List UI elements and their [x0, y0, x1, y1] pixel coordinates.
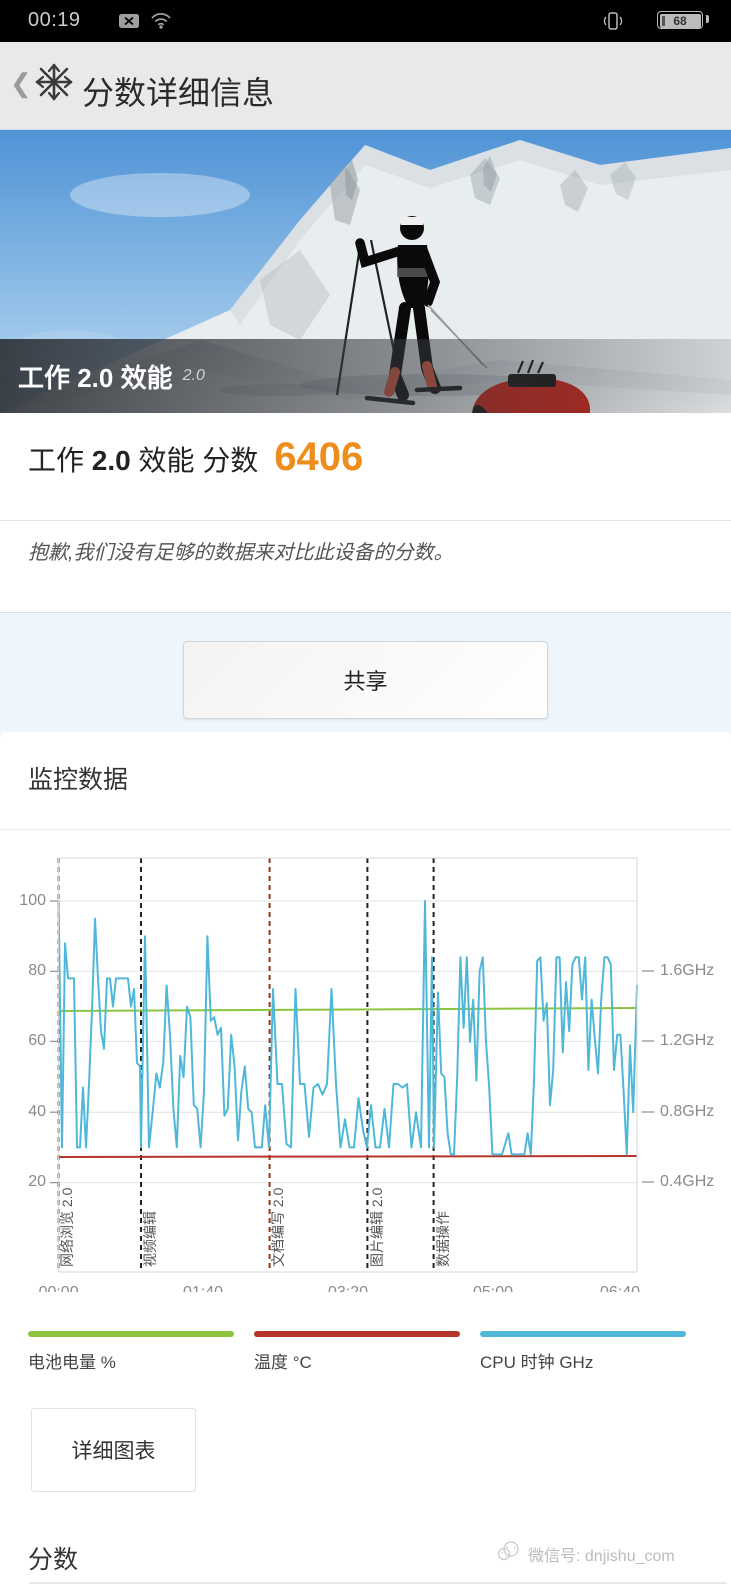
svg-text:1.6GHz: 1.6GHz [660, 962, 714, 979]
svg-text:0.4GHz: 0.4GHz [660, 1173, 714, 1190]
svg-text:80: 80 [28, 962, 46, 979]
svg-text:0.8GHz: 0.8GHz [660, 1103, 714, 1120]
svg-text:60: 60 [28, 1032, 46, 1049]
svg-text:1.2GHz: 1.2GHz [660, 1032, 714, 1049]
svg-text:文档编写 2.0: 文档编写 2.0 [270, 1187, 286, 1267]
svg-text:00:00: 00:00 [39, 1284, 79, 1292]
svg-text:数据操作: 数据操作 [435, 1211, 451, 1267]
svg-text:图片编辑 2.0: 图片编辑 2.0 [369, 1187, 385, 1267]
svg-text:06:40: 06:40 [600, 1284, 640, 1292]
svg-text:01:40: 01:40 [183, 1284, 223, 1292]
svg-text:40: 40 [28, 1103, 46, 1120]
svg-text:100: 100 [19, 892, 46, 909]
svg-text:03:20: 03:20 [328, 1284, 368, 1292]
svg-text:网络浏览 2.0: 网络浏览 2.0 [59, 1187, 75, 1267]
svg-text:05:00: 05:00 [473, 1284, 513, 1292]
svg-text:20: 20 [28, 1173, 46, 1190]
svg-text:视频编辑: 视频编辑 [142, 1211, 158, 1267]
